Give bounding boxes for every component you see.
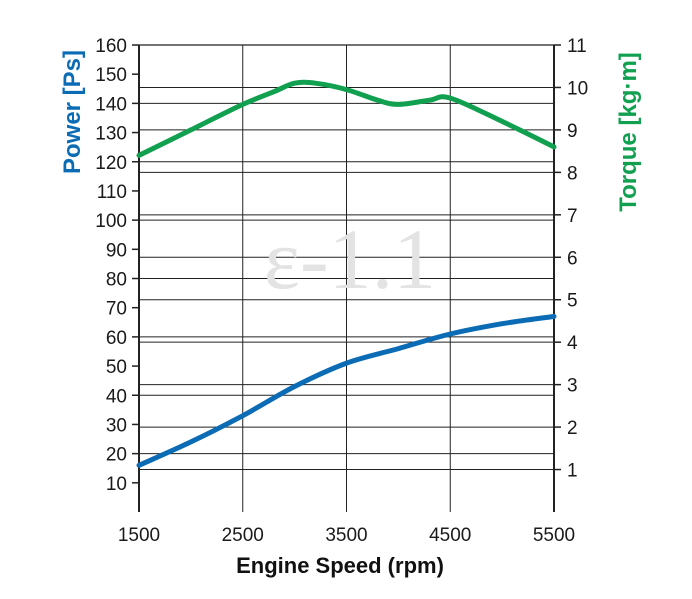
right-tick-label-2: 2 — [567, 418, 578, 439]
right-tick-label-1: 1 — [567, 461, 578, 482]
left-tick-label-80: 80 — [106, 270, 127, 291]
right-tick-label-11: 11 — [567, 36, 587, 57]
left-tick-label-60: 60 — [106, 328, 127, 349]
x-tick-label-3500: 3500 — [325, 525, 367, 546]
right-tick-label-5: 5 — [567, 291, 578, 312]
x-tick-label-2500: 2500 — [222, 525, 264, 546]
right-tick-label-4: 4 — [567, 333, 578, 354]
right-tick-label-8: 8 — [567, 163, 578, 184]
left-tick-label-120: 120 — [95, 153, 127, 174]
left-tick-label-40: 40 — [106, 386, 127, 407]
power-curve — [136, 313, 557, 468]
left-tick-label-50: 50 — [106, 357, 127, 378]
x-tick-label-4500: 4500 — [429, 525, 471, 546]
right-tick-label-3: 3 — [567, 376, 578, 397]
left-tick-label-90: 90 — [106, 240, 127, 261]
left-tick-label-160: 160 — [95, 36, 127, 57]
x-axis-title: Engine Speed (rpm) — [236, 553, 444, 578]
right-tick-label-10: 10 — [567, 78, 588, 99]
watermark-text: ε-1.1 — [264, 211, 436, 307]
left-tick-label-140: 140 — [95, 94, 127, 115]
axes — [132, 44, 561, 512]
right-tick-label-9: 9 — [567, 121, 578, 142]
left-tick-label-130: 130 — [95, 124, 127, 145]
left-tick-label-30: 30 — [106, 415, 127, 436]
right-tick-label-6: 6 — [567, 248, 578, 269]
left-axis-title: Power [Ps] — [59, 50, 86, 174]
tick-labels: 1020304050607080901001101201301401501601… — [95, 36, 588, 546]
left-tick-label-70: 70 — [106, 299, 127, 320]
left-tick-label-150: 150 — [95, 65, 127, 86]
series-layer — [136, 79, 557, 468]
x-tick-label-5500: 5500 — [533, 525, 575, 546]
x-tick-label-1500: 1500 — [118, 525, 160, 546]
right-tick-label-7: 7 — [567, 206, 578, 227]
right-axis-title: Torque [kg·m] — [615, 52, 642, 212]
left-tick-label-10: 10 — [106, 474, 127, 495]
left-tick-label-100: 100 — [95, 211, 127, 232]
left-tick-label-110: 110 — [97, 182, 127, 203]
torque-curve — [136, 79, 557, 158]
left-tick-label-20: 20 — [106, 445, 127, 466]
